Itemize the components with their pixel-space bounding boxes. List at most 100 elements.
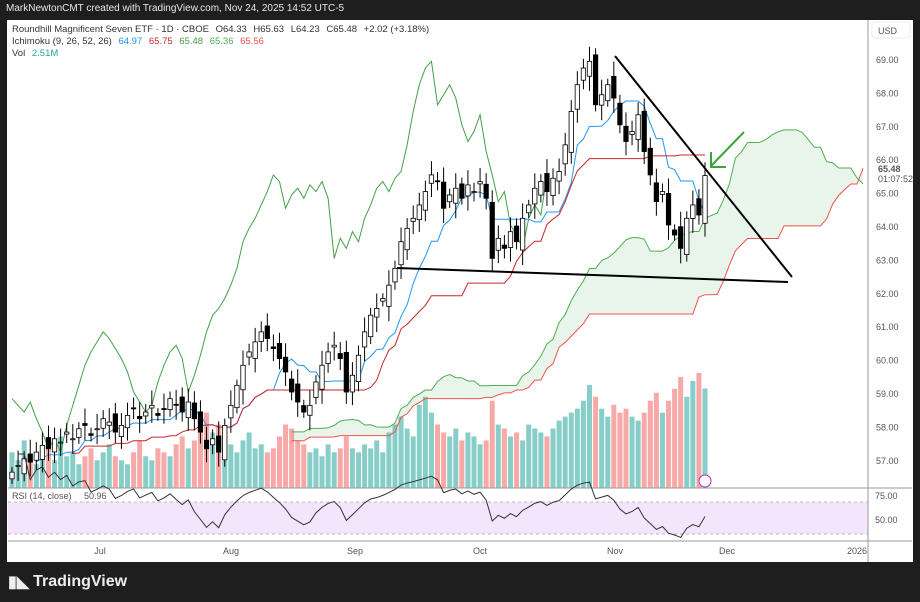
price-tick: 57.00 [876,456,899,466]
volume-bar [629,416,635,488]
price-tick: 69.00 [876,55,899,65]
candle [617,94,623,134]
volume-bar [435,424,441,488]
volume-bar [45,448,51,488]
volume-bar [301,444,307,488]
candle [647,137,653,186]
volume-bar [100,452,106,488]
volume-bar [593,396,599,488]
time-tick: Dec [719,546,736,556]
volume-bar [459,440,465,488]
candle [118,413,125,449]
volume-bar [666,400,672,488]
candle [623,112,629,156]
candle [355,345,362,392]
tradingview-logo[interactable]: ▮◣ TradingView [8,572,127,592]
candle [544,159,550,206]
volume-bar [118,460,124,488]
volume-bar [659,412,665,488]
dividend-marker-icon[interactable] [698,474,712,488]
candle [240,350,246,405]
volume-bar [331,452,337,488]
volume-bar [386,432,392,488]
rsi-label: RSI (14, close) [12,491,72,501]
last-price-label: 65.48 [878,164,901,174]
volume-bar [179,436,185,488]
volume-bar [441,432,447,488]
rsi-value: 50.96 [84,491,107,501]
candle [690,190,696,233]
volume-bar [374,440,380,488]
volume-bar [307,452,313,488]
candle [45,425,52,461]
price-tick: 61.00 [876,322,899,332]
ichi-conv: 64.97 [118,36,143,47]
volume-bar [647,400,653,488]
lagging-span [11,60,548,454]
candle [167,391,173,417]
volume-bar [264,452,270,488]
senkou-span-a [291,129,864,433]
volume-bar [380,452,386,488]
volume-bar [599,408,605,488]
volume-bar [64,456,70,488]
ichi-lag: 65.48 [179,36,204,47]
green-arrow-annotation[interactable] [710,131,745,168]
time-tick: 2026 [847,546,867,556]
candle [179,387,185,422]
volume-bar [197,428,203,488]
vol-label[interactable]: Vol [12,48,26,59]
volume-bar [520,440,526,488]
candle [124,402,131,441]
price-tick: 66.00 [876,155,899,165]
volume-bar [368,448,374,488]
volume-bar [684,396,690,488]
candle [678,211,684,264]
candle [246,343,252,366]
price-tick: 64.00 [876,222,899,232]
candle [434,172,441,191]
volume-bar [58,436,64,488]
candle [349,362,356,406]
volume-bar [234,452,240,488]
volume-bar [270,448,276,488]
volume-bar [112,456,118,488]
volume-bar [356,452,361,488]
descending-trendline[interactable] [614,55,793,278]
volume-bar [246,432,252,488]
candle [562,132,568,176]
candle [495,225,501,264]
candle [453,173,459,219]
volume-bar [672,388,678,488]
support-trendline[interactable] [396,267,789,283]
candle [513,218,520,250]
volume-bar [337,448,343,488]
volume-bar [416,404,422,488]
candle [477,167,483,198]
candle [665,178,672,240]
ichimoku-label[interactable]: Ichimoku (9, 26, 52, 26) [12,36,112,47]
volume-bar [641,412,647,488]
volume-bar [392,424,398,488]
volume-bar [501,428,507,488]
conversion-line [36,100,706,463]
volume-bar [696,373,702,488]
volume-bar [428,412,434,488]
volume-bar [149,460,155,488]
volume-bar [185,448,191,488]
candle [459,177,465,205]
ichi-spanb: 65.56 [240,36,264,47]
candle [428,161,435,198]
open-value: O64.33 [215,24,247,35]
volume-bar [52,460,58,488]
volume-bar [635,420,641,488]
candle [325,342,331,373]
volume-bar [611,404,617,488]
candle [228,390,234,433]
symbol-name[interactable]: Roundhill Magnificent Seven ETF · 1D · C… [12,24,209,35]
volume-bar [210,432,216,488]
volume-bar [343,436,349,488]
currency-label[interactable]: USD [878,26,898,36]
candle [380,293,386,307]
